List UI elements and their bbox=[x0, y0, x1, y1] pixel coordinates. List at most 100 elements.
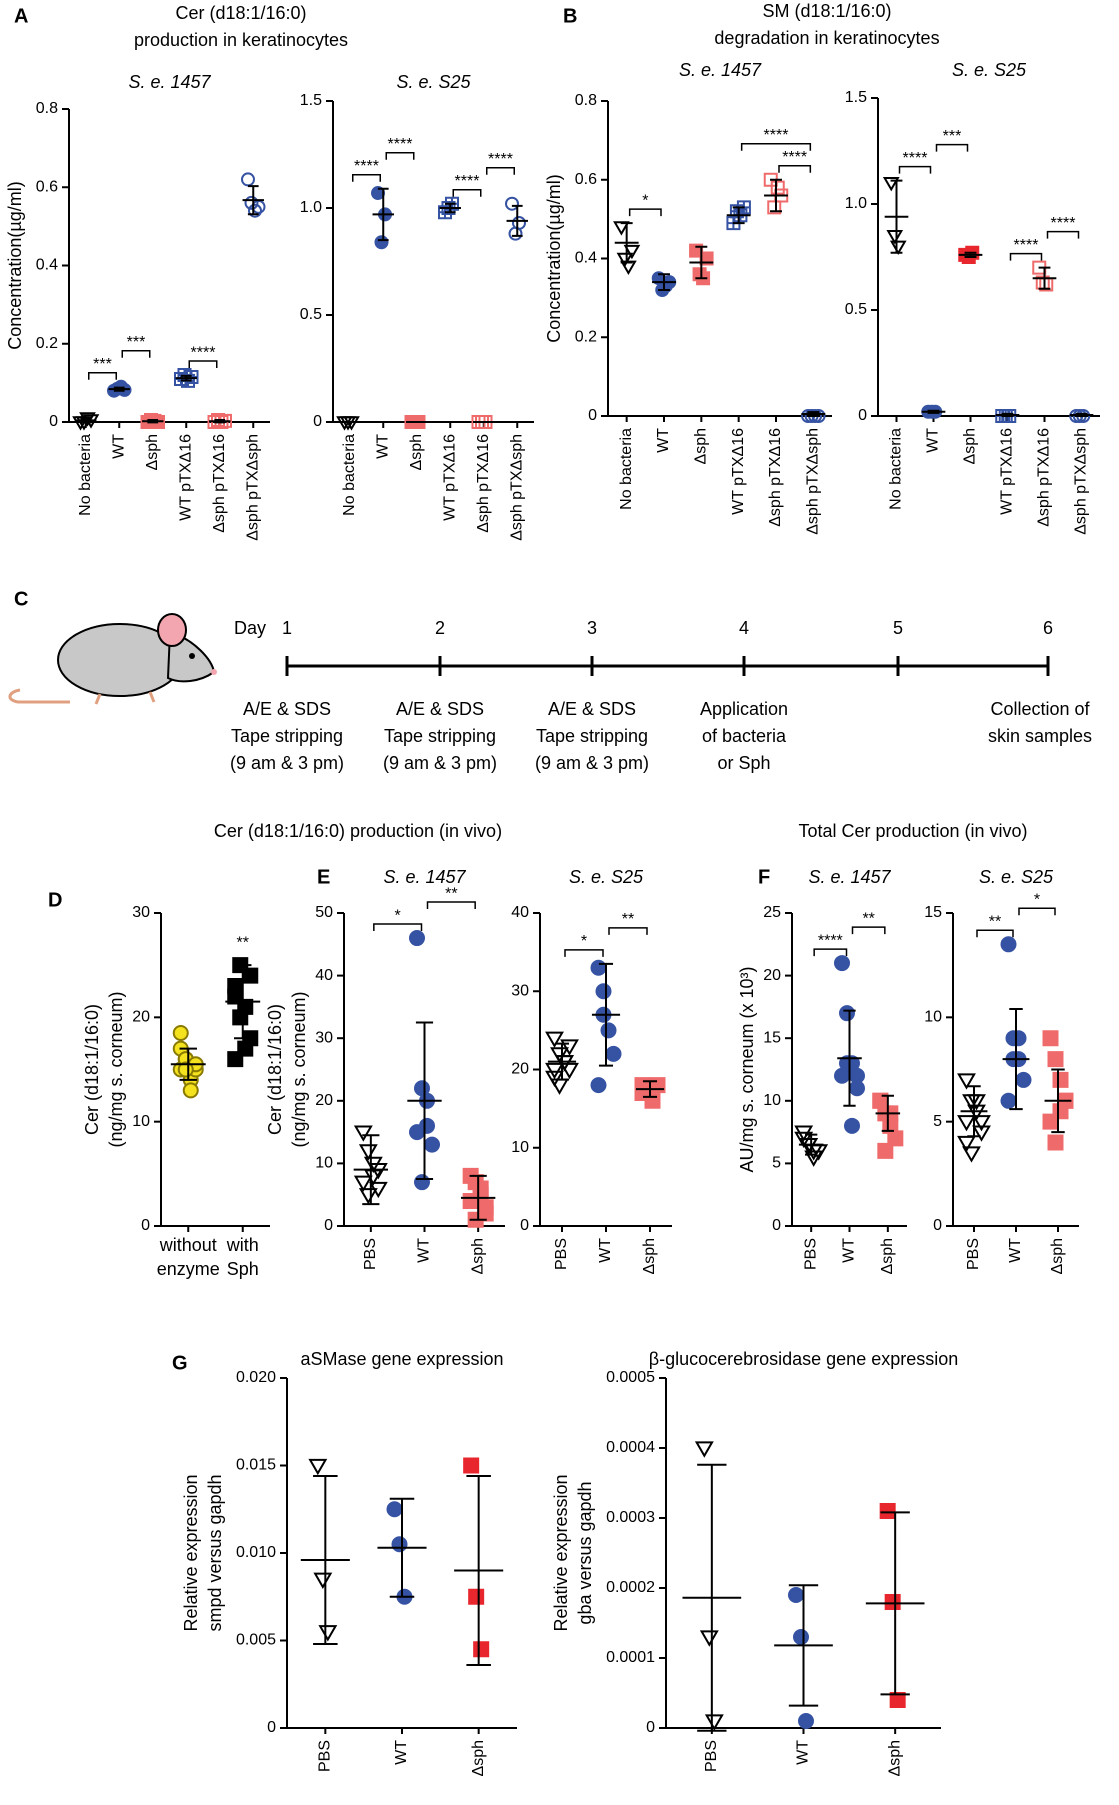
data-point bbox=[408, 930, 426, 947]
significance-label: **** bbox=[388, 136, 413, 153]
significance-label: **** bbox=[488, 151, 513, 168]
error-bar bbox=[697, 1463, 727, 1732]
y-tick-label: 5 bbox=[772, 1155, 781, 1172]
data-point bbox=[227, 1051, 244, 1068]
data-point bbox=[957, 1135, 976, 1153]
x-tick-label: PBS bbox=[553, 1238, 570, 1270]
chart-title: β-glucocerebrosidase gene expression bbox=[649, 1349, 959, 1369]
significance-bracket bbox=[778, 165, 812, 173]
y-tick-label: 0.5 bbox=[300, 306, 322, 323]
chart-subtitle: S. e. S25 bbox=[952, 60, 1027, 80]
significance-label: *** bbox=[93, 356, 112, 373]
data-point bbox=[463, 1457, 480, 1474]
step-text: Tape stripping bbox=[536, 726, 648, 746]
data-point bbox=[1000, 1092, 1017, 1109]
data-point bbox=[391, 1536, 408, 1553]
data-point bbox=[848, 1067, 866, 1084]
significance-label: **** bbox=[818, 932, 843, 949]
data-point bbox=[843, 1117, 861, 1134]
mouse-icon bbox=[8, 613, 217, 705]
significance-bracket bbox=[1018, 907, 1056, 916]
y-tick-label: 20 bbox=[763, 967, 781, 984]
x-tick-label: Δsph pTXΔ16 bbox=[475, 434, 492, 533]
y-tick-label: 25 bbox=[763, 904, 781, 921]
panel-heading: Total Cer production (in vivo) bbox=[798, 821, 1027, 841]
y-tick-label: 0.6 bbox=[575, 171, 597, 188]
error-bar bbox=[843, 1009, 856, 1107]
data-point bbox=[251, 199, 266, 214]
data-point bbox=[1000, 936, 1017, 953]
data-point bbox=[792, 1629, 810, 1645]
significance-label: ** bbox=[622, 911, 634, 928]
y-tick-label: 10 bbox=[132, 1113, 150, 1130]
y-axis-label: (ng/mg s. corneum) bbox=[106, 991, 126, 1147]
significance-bracket bbox=[188, 360, 218, 369]
y-axis-label: (ng/mg s. corneum) bbox=[289, 991, 309, 1147]
x-tick-label: Δsph pTXΔsph bbox=[1073, 428, 1090, 535]
data-point bbox=[694, 1441, 714, 1458]
y-tick-label: 15 bbox=[763, 1029, 781, 1046]
x-tick-label: PBS bbox=[317, 1740, 334, 1772]
error-bar bbox=[362, 1134, 380, 1206]
y-tick-label: 20 bbox=[132, 1009, 150, 1026]
day-number: 4 bbox=[739, 618, 749, 638]
panel-label: E bbox=[317, 866, 330, 888]
x-tick-label: WT pTXΔ16 bbox=[999, 428, 1016, 515]
day-number: 5 bbox=[893, 618, 903, 638]
y-tick-label: 0 bbox=[646, 1719, 655, 1736]
data-point bbox=[182, 1082, 199, 1099]
data-point bbox=[244, 195, 259, 210]
y-axis-label: Concentration(µg/ml) bbox=[5, 181, 25, 349]
data-point bbox=[423, 1136, 441, 1153]
x-tick-label: WT bbox=[374, 434, 391, 459]
data-point bbox=[545, 1031, 564, 1048]
data-point bbox=[797, 1713, 815, 1729]
error-bar bbox=[967, 1085, 981, 1138]
significance-bracket bbox=[452, 188, 482, 197]
significance-bracket bbox=[564, 949, 604, 957]
error-bar bbox=[658, 273, 670, 291]
data-point bbox=[172, 1024, 189, 1041]
y-tick-label: 0.0001 bbox=[606, 1649, 655, 1666]
significance-bracket bbox=[426, 901, 476, 910]
data-point bbox=[770, 180, 785, 195]
data-point bbox=[214, 415, 229, 429]
significance-bracket bbox=[486, 166, 515, 175]
data-point bbox=[374, 235, 389, 250]
data-point bbox=[353, 1175, 373, 1192]
data-point bbox=[595, 983, 612, 1000]
step-text: A/E & SDS bbox=[243, 699, 331, 719]
x-tick-label: Δsph pTXΔ16 bbox=[767, 428, 784, 527]
y-axis-label: AU/mg s. corneum (x 10³) bbox=[737, 966, 757, 1172]
step-text: (9 am & 3 pm) bbox=[535, 753, 649, 773]
x-tick-label: Δsph bbox=[879, 1238, 896, 1274]
panel-label: B bbox=[563, 5, 577, 27]
significance-bracket bbox=[898, 165, 932, 174]
error-bar bbox=[1009, 1007, 1023, 1111]
y-tick-label: 0 bbox=[141, 1217, 150, 1234]
data-point bbox=[550, 1047, 569, 1064]
x-tick-label: Δsph pTXΔ16 bbox=[1036, 428, 1053, 527]
x-tick-label: WT bbox=[795, 1740, 812, 1765]
x-tick-label: Δsph pTXΔsph bbox=[244, 434, 261, 541]
data-point bbox=[555, 1055, 574, 1072]
data-point bbox=[600, 1022, 617, 1039]
x-tick-label: Δsph bbox=[693, 428, 710, 464]
y-axis-label: Cer (d18:1/16:0) bbox=[82, 1004, 102, 1135]
x-tick-label: Δsph bbox=[1049, 1238, 1066, 1274]
data-point bbox=[504, 196, 520, 211]
data-point bbox=[368, 1163, 388, 1180]
x-tick-label: PBS bbox=[362, 1238, 379, 1270]
x-tick-label: WT bbox=[393, 1740, 410, 1765]
significance-label: * bbox=[1034, 892, 1040, 909]
data-point bbox=[308, 1458, 328, 1476]
data-point bbox=[879, 1503, 896, 1519]
error-bar bbox=[466, 1475, 491, 1666]
data-point bbox=[889, 1692, 906, 1708]
chart-title: aSMase gene expression bbox=[300, 1349, 503, 1369]
data-point bbox=[616, 252, 634, 268]
y-tick-label: 0 bbox=[933, 1217, 942, 1234]
data-point bbox=[386, 1501, 403, 1518]
x-tick-label: WT pTXΔ16 bbox=[730, 428, 747, 515]
panel-heading: production in keratinocytes bbox=[134, 30, 348, 50]
